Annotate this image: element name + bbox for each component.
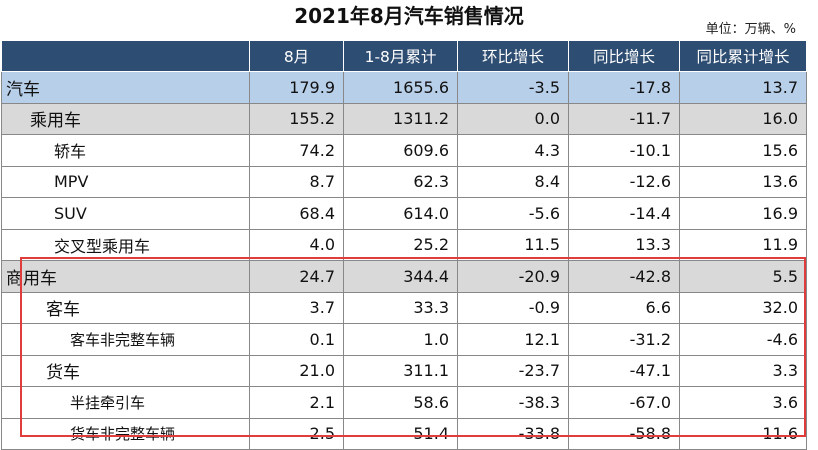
yoy-growth-value: -17.8 xyxy=(568,71,680,104)
mom-growth-value: -5.6 xyxy=(457,197,569,230)
mom-growth-value: -38.3 xyxy=(457,386,569,419)
row-name: 交叉型乘用车 xyxy=(1,228,250,261)
table-row: 商用车 24.7 344.4 -20.9 -42.8 5.5 xyxy=(1,260,807,293)
yoy-growth-value: -58.8 xyxy=(568,417,680,450)
table-row: 货车 21.0 311.1 -23.7 -47.1 3.3 xyxy=(1,354,807,387)
cumulative-value: 1311.2 xyxy=(343,102,458,135)
yoy-cumulative-growth-value: 13.6 xyxy=(679,165,807,198)
sales-table: 8月 1-8月累计 环比增长 同比增长 同比累计增长 汽车 179.9 1655.6… xyxy=(1,40,807,450)
row-name: 客车非完整车辆 xyxy=(1,323,250,356)
row-name: 轿车 xyxy=(1,134,250,167)
table-row: 客车非完整车辆 0.1 1.0 12.1 -31.2 -4.6 xyxy=(1,323,807,356)
yoy-growth-value: -31.2 xyxy=(568,323,680,356)
header-yoy-growth: 同比增长 xyxy=(568,40,680,72)
mom-growth-value: 4.3 xyxy=(457,134,569,167)
yoy-growth-value: -11.7 xyxy=(568,102,680,135)
row-name: 汽车 xyxy=(1,71,250,104)
header-cumulative: 1-8月累计 xyxy=(343,40,458,72)
table-body: 汽车 179.9 1655.6 -3.5 -17.8 13.7 乘用车 155.2 1311.2… xyxy=(1,71,807,450)
cumulative-value: 25.2 xyxy=(343,228,458,261)
cumulative-value: 62.3 xyxy=(343,165,458,198)
yoy-growth-value: 6.6 xyxy=(568,291,680,324)
yoy-cumulative-growth-value: 5.5 xyxy=(679,260,807,293)
cumulative-value: 614.0 xyxy=(343,197,458,230)
mom-growth-value: -3.5 xyxy=(457,71,569,104)
yoy-growth-value: -10.1 xyxy=(568,134,680,167)
yoy-cumulative-growth-value: 11.6 xyxy=(679,417,807,450)
mom-growth-value: -20.9 xyxy=(457,260,569,293)
month-value: 0.1 xyxy=(249,323,344,356)
yoy-cumulative-growth-value: 3.6 xyxy=(679,386,807,419)
table-row: 客车 3.7 33.3 -0.9 6.6 32.0 xyxy=(1,291,807,324)
yoy-cumulative-growth-value: 16.0 xyxy=(679,102,807,135)
month-value: 68.4 xyxy=(249,197,344,230)
unit-label: 单位：万辆、% xyxy=(705,22,796,37)
month-value: 3.7 xyxy=(249,291,344,324)
yoy-growth-value: -12.6 xyxy=(568,165,680,198)
cumulative-value: 311.1 xyxy=(343,354,458,387)
month-value: 21.0 xyxy=(249,354,344,387)
yoy-cumulative-growth-value: 15.6 xyxy=(679,134,807,167)
table-row: MPV 8.7 62.3 8.4 -12.6 13.6 xyxy=(1,165,807,198)
row-name: 乘用车 xyxy=(1,102,250,135)
yoy-growth-value: 13.3 xyxy=(568,228,680,261)
yoy-cumulative-growth-value: 13.7 xyxy=(679,71,807,104)
table-row: 轿车 74.2 609.6 4.3 -10.1 15.6 xyxy=(1,134,807,167)
header-mom-growth: 环比增长 xyxy=(457,40,569,72)
table-row: SUV 68.4 614.0 -5.6 -14.4 16.9 xyxy=(1,197,807,230)
table-row: 乘用车 155.2 1311.2 0.0 -11.7 16.0 xyxy=(1,102,807,135)
month-value: 2.1 xyxy=(249,386,344,419)
month-value: 155.2 xyxy=(249,102,344,135)
cumulative-value: 1.0 xyxy=(343,323,458,356)
row-name: 半挂牵引车 xyxy=(1,386,250,419)
mom-growth-value: 12.1 xyxy=(457,323,569,356)
month-value: 24.7 xyxy=(249,260,344,293)
yoy-cumulative-growth-value: -4.6 xyxy=(679,323,807,356)
yoy-growth-value: -42.8 xyxy=(568,260,680,293)
table-header-row: 8月 1-8月累计 环比增长 同比增长 同比累计增长 xyxy=(1,40,807,72)
cumulative-value: 51.4 xyxy=(343,417,458,450)
month-value: 179.9 xyxy=(249,71,344,104)
row-name: SUV xyxy=(1,197,250,230)
mom-growth-value: 0.0 xyxy=(457,102,569,135)
table-row: 半挂牵引车 2.1 58.6 -38.3 -67.0 3.6 xyxy=(1,386,807,419)
cumulative-value: 33.3 xyxy=(343,291,458,324)
month-value: 8.7 xyxy=(249,165,344,198)
header-month: 8月 xyxy=(249,40,344,72)
mom-growth-value: -33.8 xyxy=(457,417,569,450)
cumulative-value: 58.6 xyxy=(343,386,458,419)
yoy-growth-value: -47.1 xyxy=(568,354,680,387)
yoy-growth-value: -14.4 xyxy=(568,197,680,230)
row-name: 客车 xyxy=(1,291,250,324)
month-value: 2.5 xyxy=(249,417,344,450)
yoy-cumulative-growth-value: 32.0 xyxy=(679,291,807,324)
yoy-cumulative-growth-value: 3.3 xyxy=(679,354,807,387)
header-yoy-cumulative-growth: 同比累计增长 xyxy=(679,40,807,72)
mom-growth-value: 11.5 xyxy=(457,228,569,261)
page-title: 2021年8月汽车销售情况 xyxy=(294,4,524,28)
row-name: 货车 xyxy=(1,354,250,387)
row-name: MPV xyxy=(1,165,250,198)
row-name: 货车非完整车辆 xyxy=(1,417,250,450)
row-name: 商用车 xyxy=(1,260,250,293)
cumulative-value: 1655.6 xyxy=(343,71,458,104)
cumulative-value: 609.6 xyxy=(343,134,458,167)
month-value: 4.0 xyxy=(249,228,344,261)
mom-growth-value: -0.9 xyxy=(457,291,569,324)
yoy-growth-value: -67.0 xyxy=(568,386,680,419)
mom-growth-value: 8.4 xyxy=(457,165,569,198)
yoy-cumulative-growth-value: 16.9 xyxy=(679,197,807,230)
table-row: 货车非完整车辆 2.5 51.4 -33.8 -58.8 11.6 xyxy=(1,417,807,450)
cumulative-value: 344.4 xyxy=(343,260,458,293)
month-value: 74.2 xyxy=(249,134,344,167)
table-row: 交叉型乘用车 4.0 25.2 11.5 13.3 11.9 xyxy=(1,228,807,261)
table-row: 汽车 179.9 1655.6 -3.5 -17.8 13.7 xyxy=(1,71,807,104)
yoy-cumulative-growth-value: 11.9 xyxy=(679,228,807,261)
mom-growth-value: -23.7 xyxy=(457,354,569,387)
header-name xyxy=(1,40,250,72)
